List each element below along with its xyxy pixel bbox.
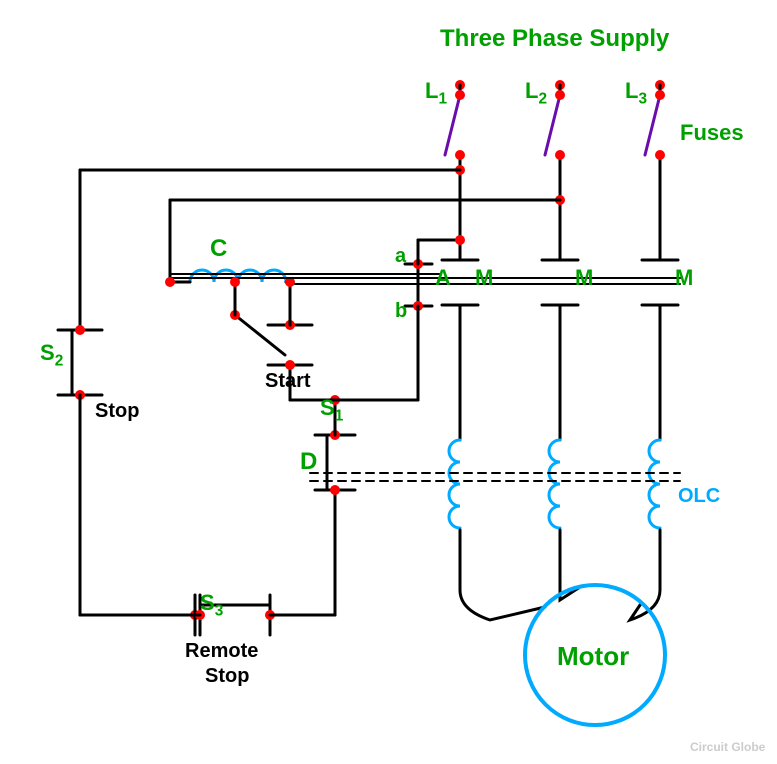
label-start: Start (265, 370, 311, 393)
label-L3: L3 (625, 78, 647, 108)
label-M1: M (475, 265, 493, 291)
label-D: D (300, 448, 317, 476)
label-b: b (395, 300, 407, 323)
label-C: C (210, 235, 227, 263)
label-remote1: Remote (185, 640, 258, 663)
circuit-diagram: Three Phase Supply L1 L2 L3 Fuses S2 Stop S3 Rem… (0, 0, 777, 764)
label-M2: M (575, 265, 593, 291)
circuit-svg (0, 0, 777, 764)
title: Three Phase Supply (440, 25, 669, 53)
label-motor: Motor (557, 641, 629, 672)
label-stop: Stop (95, 400, 139, 423)
label-A: A (435, 265, 451, 291)
label-M3: M (675, 265, 693, 291)
label-fuses: Fuses (680, 120, 744, 146)
label-S3: S3 (200, 590, 223, 620)
label-OLC: OLC (678, 485, 720, 508)
watermark: Circuit Globe (690, 740, 765, 754)
label-S1: S1 (320, 395, 343, 425)
label-S2: S2 (40, 340, 63, 370)
label-remote2: Stop (205, 665, 249, 688)
label-L2: L2 (525, 78, 547, 108)
label-a: a (395, 245, 406, 268)
label-L1: L1 (425, 78, 447, 108)
